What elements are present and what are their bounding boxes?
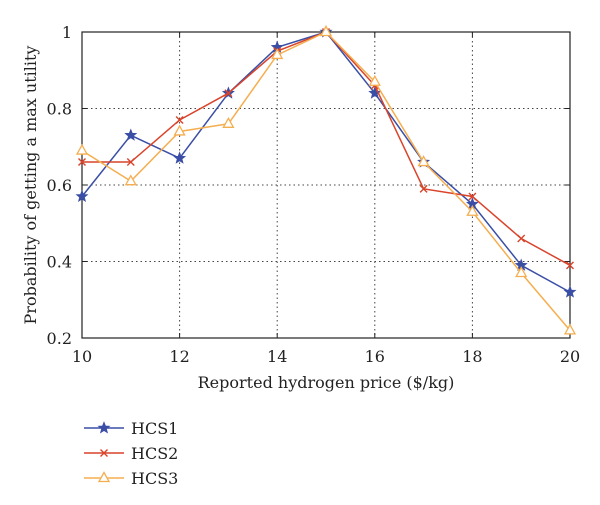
data-point-hcs2	[78, 158, 86, 167]
x-marker-stroke	[78, 158, 86, 167]
legend-label: HCS1	[131, 419, 178, 438]
data-point-hcs1	[368, 86, 382, 99]
x-marker-stroke	[468, 192, 477, 201]
grid-lines	[82, 32, 570, 338]
series-line-hcs3	[81, 31, 571, 331]
data-point-hcs3	[173, 124, 186, 136]
data-point-hcs1	[75, 189, 89, 202]
y-tick-label: 1	[62, 23, 72, 42]
data-point-hcs2	[517, 234, 526, 243]
series-line-hcs1	[81, 31, 571, 293]
x-axis-label: Reported hydrogen price ($/kg)	[198, 373, 455, 392]
legend-item-hcs3: HCS3	[84, 469, 178, 488]
x-tick-label: 20	[560, 347, 580, 366]
series-hcs3	[75, 25, 577, 335]
data-point-hcs3	[368, 74, 381, 86]
axis-ticks: 10 12 14 16 18 20 0.2 0.4 0.6 0.8 1	[47, 23, 581, 366]
y-tick-label: 0.8	[47, 100, 72, 119]
data-point-hcs1	[124, 128, 138, 141]
data-point-hcs1	[173, 151, 187, 164]
data-point-hcs2	[224, 89, 233, 98]
data-point-hcs3	[319, 25, 333, 37]
y-tick-label: 0.2	[47, 329, 72, 348]
x-marker-stroke	[175, 115, 184, 124]
data-point-hcs2	[468, 192, 477, 201]
data-point-hcs2	[175, 115, 184, 124]
legend-marker-triangle-icon	[97, 471, 111, 483]
y-tick-label: 0.4	[47, 253, 72, 272]
y-axis-label: Probability of getting a max utility	[21, 46, 40, 325]
data-point-hcs3	[75, 143, 89, 155]
series-line-hcs2	[82, 31, 571, 266]
data-point-hcs3	[271, 48, 284, 60]
x-tick-label: 16	[365, 347, 385, 366]
x-marker-stroke	[517, 234, 526, 243]
data-point-hcs3	[515, 266, 528, 278]
legend-item-hcs2: HCS2	[84, 444, 178, 463]
data-point-hcs3	[563, 323, 577, 335]
series-hcs2	[78, 28, 574, 270]
x-tick-label: 18	[462, 347, 482, 366]
legend-item-hcs1: HCS1	[84, 419, 178, 438]
data-point-hcs3	[466, 204, 479, 216]
legend-marker-star-icon	[97, 421, 111, 434]
x-marker-stroke	[566, 261, 574, 270]
legend-label: HCS2	[131, 444, 178, 463]
data-point-hcs1	[563, 285, 577, 298]
x-tick-label: 10	[72, 347, 92, 366]
data-point-hcs3	[417, 155, 430, 167]
x-tick-label: 14	[267, 347, 287, 366]
x-marker-stroke	[224, 89, 233, 98]
data-point-hcs2	[566, 261, 574, 270]
x-marker-stroke	[126, 158, 135, 167]
x-tick-label: 12	[169, 347, 189, 366]
data-point-hcs3	[222, 116, 235, 128]
x-marker-stroke	[100, 449, 108, 457]
data-point-hcs3	[124, 174, 137, 186]
data-point-hcs2	[126, 158, 135, 167]
legend-marker-x-icon	[100, 449, 108, 457]
y-tick-label: 0.6	[47, 176, 72, 195]
legend: HCS1 HCS2 HCS3	[84, 419, 178, 488]
series-layer	[75, 25, 577, 335]
series-hcs1	[75, 25, 577, 298]
legend-label: HCS3	[131, 469, 178, 488]
data-point-hcs2	[419, 184, 428, 193]
x-marker-stroke	[419, 184, 428, 193]
